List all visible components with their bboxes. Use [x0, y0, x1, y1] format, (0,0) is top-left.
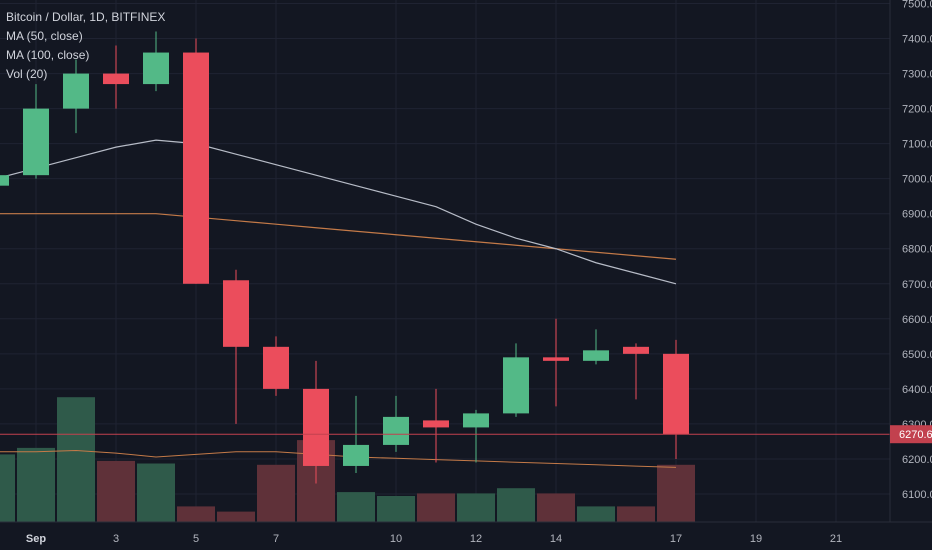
volume-bar [657, 464, 695, 522]
price-tick-label: 6200.0 [902, 454, 932, 466]
candle-body [63, 73, 89, 109]
price-tick-label: 6800.0 [902, 244, 932, 256]
last-price-tag-text: 6270.6 [899, 429, 932, 441]
candle-body [663, 353, 689, 435]
candle [303, 360, 329, 484]
volume-bar [257, 464, 295, 522]
volume-bar [0, 454, 15, 522]
volume-bar [137, 463, 175, 522]
candle-body [503, 357, 529, 414]
candle-body [583, 350, 609, 361]
candle [383, 395, 409, 452]
candle-body [143, 52, 169, 85]
candle [663, 339, 689, 459]
candle [543, 318, 569, 407]
price-tick-label: 6600.0 [902, 314, 932, 326]
price-tick-label: 6900.0 [902, 209, 932, 221]
legend-ma100[interactable]: MA (100, close) [6, 48, 90, 62]
candle [503, 343, 529, 417]
price-axis[interactable]: 6100.06200.06300.06400.06500.06600.06700… [889, 0, 932, 550]
ma50-line [0, 139, 677, 285]
volume-bar [537, 493, 575, 522]
candle [143, 31, 169, 92]
price-tick-label: 7000.0 [902, 174, 932, 186]
volume-bar [377, 496, 415, 522]
candle-body [623, 346, 649, 354]
volume-ma-line [0, 449, 677, 468]
date-tick-label: 14 [550, 533, 562, 545]
price-tick-label: 6400.0 [902, 384, 932, 396]
price-tick-label: 6100.0 [902, 489, 932, 501]
candle-body [543, 357, 569, 361]
candle-body [463, 413, 489, 428]
volume-bar [57, 397, 95, 522]
candle [463, 409, 489, 463]
date-tick-label: 19 [750, 533, 762, 545]
volume-bar [17, 447, 55, 522]
last-price-tag: 6270.6 [890, 425, 932, 444]
ma100-line [0, 213, 677, 260]
candle-body [0, 175, 9, 186]
date-tick-label: 5 [193, 533, 199, 545]
candle [623, 343, 649, 400]
legend-volume[interactable]: Vol (20) [6, 67, 48, 81]
legend: Bitcoin / Dollar, 1D, BITFINEX MA (50, c… [6, 8, 165, 84]
price-tick-label: 6700.0 [902, 279, 932, 291]
candle [583, 329, 609, 365]
last-price-tag-bg [890, 425, 932, 444]
candle-body [183, 52, 209, 284]
price-axis-bg [890, 0, 932, 550]
time-axis-bg [0, 522, 932, 550]
legend-ma50[interactable]: MA (50, close) [6, 29, 83, 43]
legend-symbol[interactable]: Bitcoin / Dollar, 1D, BITFINEX [6, 10, 166, 24]
volume-bar [337, 492, 375, 522]
candle-body [343, 444, 369, 466]
candle-body [383, 416, 409, 445]
price-tick-label: 7400.0 [902, 34, 932, 46]
candle [63, 59, 89, 134]
volume-bar [457, 493, 495, 522]
price-tick-label: 6500.0 [902, 349, 932, 361]
candle-body [223, 280, 249, 347]
volume-bar [177, 506, 215, 522]
price-tick-label: 7200.0 [902, 104, 932, 116]
candle [423, 388, 449, 463]
candle [103, 45, 129, 109]
volume-bar [497, 488, 535, 522]
price-tick-label: 7300.0 [902, 69, 932, 81]
candle-body [303, 388, 329, 466]
candle-body [23, 108, 49, 176]
volume-bar [577, 506, 615, 522]
price-tick-label: 7500.0 [902, 0, 932, 11]
date-tick-label: Sep [26, 533, 46, 545]
candle [0, 175, 9, 186]
date-tick-label: 3 [113, 533, 119, 545]
volume-bar [217, 511, 255, 522]
candle-body [263, 346, 289, 389]
date-tick-label: 17 [670, 533, 682, 545]
volume-ma-line [0, 449, 677, 468]
date-tick-label: 7 [273, 533, 279, 545]
time-axis[interactable]: Sep 3 5 7 10 12 14 17 19 21 [0, 521, 932, 550]
candle [183, 38, 209, 284]
candle [223, 269, 249, 424]
volume-bar [617, 506, 655, 522]
candle-body [103, 73, 129, 85]
volume-bar [417, 493, 455, 522]
candle [23, 84, 49, 179]
candle [263, 336, 289, 396]
date-tick-label: 10 [390, 533, 402, 545]
moving-average-lines [0, 139, 677, 285]
candle-body [423, 420, 449, 428]
date-tick-label: 12 [470, 533, 482, 545]
price-tick-label: 7100.0 [902, 139, 932, 151]
date-tick-label: 21 [830, 533, 842, 545]
volume-bar [97, 460, 135, 522]
candles[interactable] [0, 31, 689, 484]
